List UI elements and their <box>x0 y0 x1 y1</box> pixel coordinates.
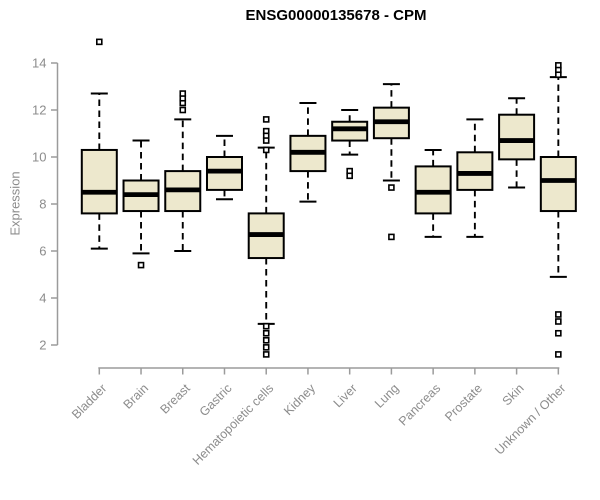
chart-title: ENSG00000135678 - CPM <box>245 7 427 24</box>
y-tick-label: 4 <box>39 291 46 306</box>
boxplot-pancreas <box>414 148 452 238</box>
iqr-box <box>539 156 577 213</box>
y-tick-label: 8 <box>39 197 46 212</box>
x-category-label-prostate: Prostate <box>442 381 485 424</box>
boxplot-hematopoietic-cells <box>247 116 285 358</box>
x-category-label-kidney: Kidney <box>281 381 318 418</box>
y-tick-label: 6 <box>39 244 46 259</box>
x-category-label-breast: Breast <box>157 381 193 417</box>
outlier-point <box>346 172 353 180</box>
outlier-point <box>262 344 270 351</box>
boxplot-prostate <box>456 118 494 238</box>
boxplot-gastric <box>205 134 243 201</box>
outlier-point <box>555 351 562 358</box>
y-tick-label: 2 <box>39 338 46 353</box>
x-category-label-unknown-other: Unknown / Other <box>492 381 568 457</box>
outlier-point <box>262 351 270 358</box>
x-category-label-pancreas: Pancreas <box>396 381 443 428</box>
outlier-point <box>179 90 187 97</box>
x-category-label-hematopoietic-cells: Hematopoietic cells <box>190 381 277 468</box>
x-category-label-brain: Brain <box>121 381 152 412</box>
boxplot-unknown-other <box>539 62 577 358</box>
boxplot-liver <box>331 109 369 180</box>
outlier-point <box>137 261 145 269</box>
outlier-point <box>179 106 187 114</box>
outlier-point <box>388 184 395 191</box>
boxplot-breast <box>164 90 202 252</box>
y-tick-label: 10 <box>32 150 46 165</box>
x-category-label-liver: Liver <box>331 381 360 410</box>
x-category-label-gastric: Gastric <box>197 381 235 419</box>
x-category-label-skin: Skin <box>500 381 527 408</box>
outlier-point <box>262 322 270 330</box>
x-category-label-lung: Lung <box>372 381 402 411</box>
outlier-point <box>555 318 562 325</box>
boxplot-kidney <box>289 101 327 203</box>
y-axis-title: Expression <box>7 171 23 236</box>
outlier-point <box>262 137 270 144</box>
outlier-point <box>96 38 103 46</box>
outlier-point <box>262 336 270 344</box>
outlier-point <box>262 146 270 154</box>
outlier-point <box>555 329 562 337</box>
iqr-box <box>80 148 118 215</box>
outlier-point <box>555 71 562 79</box>
outlier-point <box>555 311 562 318</box>
boxplot-bladder <box>80 38 118 250</box>
x-category-label-bladder: Bladder <box>69 381 109 421</box>
boxplot-brain <box>122 139 160 269</box>
y-tick-label: 12 <box>32 103 46 118</box>
outlier-point <box>262 329 270 337</box>
iqr-box <box>498 113 536 161</box>
outlier-point <box>262 116 270 123</box>
outlier-point <box>388 233 395 241</box>
boxplot-lung <box>372 83 410 241</box>
y-tick-label: 14 <box>32 56 46 71</box>
boxplot-skin <box>498 97 536 189</box>
